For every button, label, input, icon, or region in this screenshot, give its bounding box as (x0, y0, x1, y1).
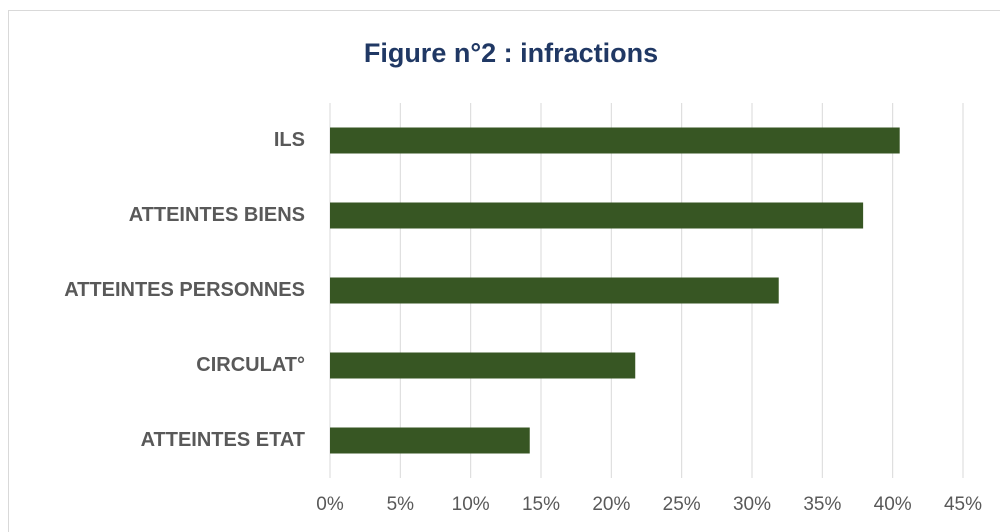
y-tick-label: ATTEINTES BIENS (129, 204, 305, 226)
x-tick-label: 25% (663, 494, 701, 515)
bar (330, 277, 779, 304)
x-tick-label: 20% (592, 494, 630, 515)
x-tick-label: 10% (452, 494, 490, 515)
x-tick-label: 30% (733, 494, 771, 515)
y-tick-label: ATTEINTES ETAT (141, 429, 305, 451)
y-tick-label: ILS (274, 129, 305, 151)
x-tick-label: 40% (874, 494, 912, 515)
x-tick-label: 5% (387, 494, 415, 515)
x-tick-label: 15% (522, 494, 560, 515)
bar (330, 127, 900, 154)
bar (330, 427, 530, 454)
x-tick-label: 35% (803, 494, 841, 515)
bar (330, 352, 636, 379)
x-tick-label: 45% (944, 494, 982, 515)
y-tick-label: CIRCULAT° (196, 354, 305, 376)
chart-border (8, 10, 1000, 532)
chart-title: Figure n°2 : infractions (364, 38, 658, 68)
x-tick-label: 0% (316, 494, 344, 515)
bar (330, 202, 864, 229)
y-tick-label: ATTEINTES PERSONNES (64, 279, 305, 301)
